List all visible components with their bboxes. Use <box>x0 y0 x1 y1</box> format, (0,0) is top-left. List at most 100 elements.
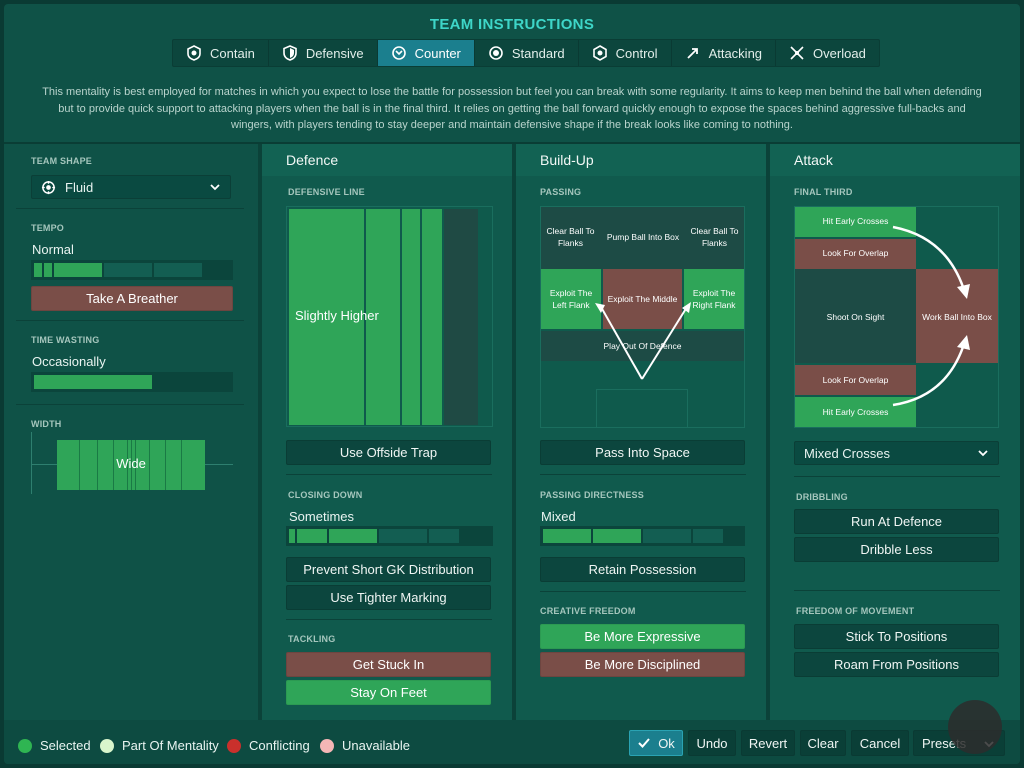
cancel-button[interactable]: Cancel <box>851 730 909 756</box>
time-wasting-slider[interactable] <box>31 372 233 392</box>
be-more-disciplined-button[interactable]: Be More Disciplined <box>540 652 745 677</box>
work-ball-into-box-zone[interactable]: Work Ball Into Box <box>922 312 992 322</box>
pass-into-space-button[interactable]: Pass Into Space <box>540 440 745 465</box>
tab-contain[interactable]: Contain <box>173 40 269 66</box>
tab-control[interactable]: Control <box>579 40 672 66</box>
tab-defensive[interactable]: Defensive <box>269 40 378 66</box>
team-shape-value: Fluid <box>65 179 94 195</box>
exploit-left-zone[interactable]: Exploit The Left Flank <box>549 288 593 310</box>
pump-ball-zone[interactable]: Pump Ball Into Box <box>606 232 680 242</box>
tackling-label: TACKLING <box>288 634 336 644</box>
crossing-value: Mixed Crosses <box>804 445 890 461</box>
divider <box>540 474 746 475</box>
look-for-overlap-bottom-zone[interactable]: Look For Overlap <box>822 375 889 385</box>
clear-ball-left-zone[interactable]: Clear Ball To Flanks <box>546 226 595 248</box>
play-out-zone[interactable]: Play Out Of Defence <box>603 341 682 351</box>
attacking-icon <box>686 48 698 59</box>
look-for-overlap-top-zone[interactable]: Look For Overlap <box>822 248 889 258</box>
team-shape-label: TEAM SHAPE <box>31 156 93 166</box>
divider <box>794 590 1000 591</box>
attack-header: Attack <box>770 144 1020 176</box>
tab-standard-label: Standard <box>511 45 565 61</box>
team-instructions-window: TEAM INSTRUCTIONS Contain Defensive Coun… <box>4 4 1020 764</box>
stick-to-positions-button[interactable]: Stick To Positions <box>794 624 999 649</box>
defence-header: Defence <box>262 144 512 176</box>
time-wasting-label: TIME WASTING <box>31 335 100 345</box>
tempo-seg-4 <box>104 263 152 277</box>
chevron-down-icon <box>978 450 988 457</box>
mentality-tabs: Contain Defensive Counter Standard Contr… <box>172 39 880 67</box>
hit-early-crosses-bottom-zone[interactable]: Hit Early Crosses <box>822 407 889 417</box>
tab-counter[interactable]: Counter <box>377 40 475 66</box>
undo-button[interactable]: Undo <box>688 730 736 756</box>
use-offside-trap-button[interactable]: Use Offside Trap <box>286 440 491 465</box>
exploit-middle-zone[interactable]: Exploit The Middle <box>607 294 678 304</box>
revert-button[interactable]: Revert <box>741 730 795 756</box>
dribbling-label: DRIBBLING <box>796 492 848 502</box>
crossing-dropdown[interactable]: Mixed Crosses <box>794 441 999 465</box>
defensive-line-pitch[interactable]: Slightly Higher <box>286 206 493 427</box>
width-diagram[interactable]: Wide <box>31 432 233 494</box>
legend-selected: Selected <box>18 738 91 753</box>
footer-bar: Selected Part Of Mentality Conflicting U… <box>4 720 1020 764</box>
use-tighter-marking-button[interactable]: Use Tighter Marking <box>286 585 491 610</box>
tab-standard[interactable]: Standard <box>475 40 579 66</box>
width-label: WIDTH <box>31 419 62 429</box>
passing-directness-label: PASSING DIRECTNESS <box>540 490 644 500</box>
closing-down-slider[interactable] <box>286 526 493 546</box>
column-divider <box>512 144 516 720</box>
check-icon <box>638 738 650 748</box>
width-value: Wide <box>116 456 146 471</box>
be-more-expressive-button[interactable]: Be More Expressive <box>540 624 745 649</box>
passing-directness-slider[interactable] <box>540 526 745 546</box>
take-a-breather-button[interactable]: Take A Breather <box>31 286 233 311</box>
divider <box>540 591 746 592</box>
ok-button[interactable]: Ok <box>629 730 683 756</box>
get-stuck-in-button[interactable]: Get Stuck In <box>286 652 491 677</box>
defence-column: Defence DEFENSIVE LINE Slightly Higher U… <box>262 144 512 720</box>
exploit-right-zone[interactable]: Exploit The Right Flank <box>692 288 736 310</box>
passing-label: PASSING <box>540 187 582 197</box>
retain-possession-button[interactable]: Retain Possession <box>540 557 745 582</box>
tab-contain-label: Contain <box>210 45 255 61</box>
time-wasting-fill <box>34 375 152 389</box>
stay-on-feet-button[interactable]: Stay On Feet <box>286 680 491 705</box>
passing-pitch[interactable]: Clear Ball To Flanks Pump Ball Into Box … <box>540 206 745 428</box>
divider <box>286 474 492 475</box>
final-third-pitch[interactable]: Hit Early Crosses Look For Overlap Shoot… <box>794 206 999 428</box>
tempo-slider[interactable] <box>31 260 233 280</box>
buildup-column: Build-Up PASSING Clear Ball To Flanks Pu… <box>516 144 766 720</box>
legend-conflicting: Conflicting <box>227 738 310 753</box>
prevent-short-gk-button[interactable]: Prevent Short GK Distribution <box>286 557 491 582</box>
conflicting-dot-icon <box>227 738 241 753</box>
divider <box>16 320 244 321</box>
tab-attacking[interactable]: Attacking <box>672 40 777 66</box>
attack-column: Attack FINAL THIRD Hit Early Crosses Loo… <box>770 144 1020 720</box>
divider <box>16 208 244 209</box>
cross-arrows <box>892 225 970 407</box>
defensive-line-value: Slightly Higher <box>295 308 379 323</box>
time-wasting-value: Occasionally <box>32 354 106 369</box>
width-bar: Wide <box>57 440 205 490</box>
shoot-on-sight-zone[interactable]: Shoot On Sight <box>826 312 885 322</box>
clear-ball-right-zone[interactable]: Clear Ball To Flanks <box>690 226 739 248</box>
divider <box>16 404 244 405</box>
tab-overload[interactable]: Overload <box>776 40 879 66</box>
clear-button[interactable]: Clear <box>800 730 846 756</box>
fluid-icon <box>41 180 56 194</box>
tab-defensive-label: Defensive <box>305 45 364 61</box>
roam-from-positions-button[interactable]: Roam From Positions <box>794 652 999 677</box>
creative-freedom-label: CREATIVE FREEDOM <box>540 606 636 616</box>
contain-icon <box>187 45 201 61</box>
legend-label: Unavailable <box>342 738 410 753</box>
standard-icon <box>489 46 503 60</box>
hit-early-crosses-top-zone[interactable]: Hit Early Crosses <box>822 216 889 226</box>
header-divider <box>4 142 1020 144</box>
team-shape-dropdown[interactable]: Fluid <box>31 175 231 199</box>
shield-icon <box>283 45 297 61</box>
dribble-less-button[interactable]: Dribble Less <box>794 537 999 562</box>
run-at-defence-button[interactable]: Run At Defence <box>794 509 999 534</box>
unavailable-dot-icon <box>320 738 334 753</box>
control-icon <box>592 45 607 61</box>
tempo-seg-5 <box>154 263 202 277</box>
